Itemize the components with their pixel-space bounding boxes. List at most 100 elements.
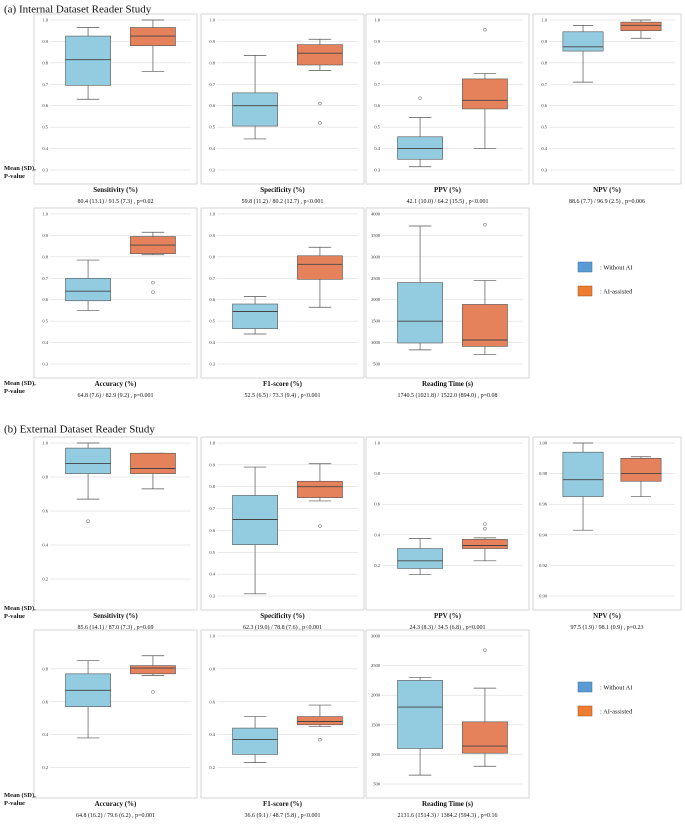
y-tick-label: 0.4 [209, 340, 215, 345]
y-tick-label: 1.0 [209, 18, 215, 23]
y-tick-label: 0.94 [539, 532, 548, 537]
row-label-p-value: P-value [4, 173, 25, 180]
panel-frame [33, 207, 198, 379]
box-without-ai [562, 25, 604, 83]
y-tick-label: 0.8 [42, 254, 48, 259]
iqr-box [232, 727, 278, 755]
legend-swatch-without-ai [577, 261, 593, 273]
y-tick-label: 0.3 [209, 594, 215, 599]
box-ai-assisted [297, 704, 343, 742]
panel-title: Sensitivity (%) [93, 186, 138, 194]
y-tick-label: 1.0 [42, 18, 48, 23]
iqr-box [130, 452, 176, 474]
legend: : Without AI: AI-assisted [577, 681, 633, 717]
panel-frame [365, 436, 530, 611]
y-tick-label: 1500 [371, 319, 381, 324]
y-tick-label: 0.2 [374, 563, 380, 568]
y-tick-label: 0.3 [42, 168, 48, 173]
y-tick-label: 0.3 [541, 168, 547, 173]
panel-ppv: 0.3 0.4 0.5 0.6 0.7 0.8 0.9 1.0 PPV (%) 42.1 (10.… [365, 13, 530, 205]
panel-title: PPV (%) [434, 186, 462, 194]
y-tick-label: 0.8 [374, 60, 380, 65]
box-ai-assisted [462, 27, 508, 149]
outlier-point [483, 526, 487, 531]
outlier-point [318, 101, 322, 106]
box-without-ai [232, 55, 278, 140]
iqr-box [462, 78, 508, 110]
section-title: (a) Internal Dataset Reader Study [4, 4, 152, 16]
y-tick-label: 0.3 [374, 168, 380, 173]
y-tick-label: 0.8 [374, 471, 380, 476]
box-ai-assisted [462, 648, 508, 767]
y-tick-label: 0.4 [42, 543, 48, 548]
panel-sensitivity: 0.3 0.4 0.5 0.6 0.7 0.8 0.9 1.0 Sensitivity (%) 8… [33, 13, 198, 205]
legend-label-ai-assisted: : AI-assisted [600, 289, 633, 296]
iqr-box [397, 282, 443, 344]
y-tick-label: 3000 [371, 634, 381, 639]
legend: : Without AI : AI-assisted [577, 261, 633, 297]
y-tick-label: 0.4 [541, 146, 547, 151]
y-tick-label: 1.0 [209, 634, 215, 639]
box-without-ai [562, 442, 604, 531]
y-tick-label: 500 [373, 782, 381, 787]
y-tick-label: 0.7 [209, 82, 215, 87]
panel-stats: 97.5 (1.9) / 98.1 (0.9) , p=0.23 [570, 624, 643, 631]
y-tick-label: 0.8 [42, 666, 48, 671]
y-tick-label: 0.4 [42, 340, 48, 345]
box-without-ai [65, 27, 111, 100]
panel-specificity: 0.3 0.4 0.5 0.6 0.7 0.8 0.9 1.0 Specificity (%) 5… [200, 13, 365, 205]
y-tick-label: 1.0 [209, 441, 215, 446]
panel-frame [200, 207, 365, 379]
panel-frame [365, 13, 530, 185]
panel-title: F1-score (%) [263, 380, 303, 388]
y-tick-label: 0.9 [209, 462, 215, 467]
panel-stats: 64.8 (16.2) / 79.6 (6.2) , p=0.001 [76, 812, 155, 819]
box-without-ai [65, 259, 111, 311]
iqr-box [65, 35, 111, 86]
panel-stats: 42.1 (10.0) / 64.2 (15.5) , p<0.001 [406, 198, 488, 205]
panel-stats: 80.4 (13.1) / 91.5 (7.3) , p=0.02 [77, 198, 153, 205]
row-label-p-value: P-value [4, 800, 25, 807]
box-without-ai [232, 716, 278, 763]
y-tick-label: 0.5 [42, 319, 48, 324]
legend-swatch-ai-assisted [577, 285, 593, 297]
y-tick-label: 0.5 [209, 125, 215, 130]
y-tick-label: 0.98 [539, 471, 548, 476]
y-tick-label: 0.9 [374, 39, 380, 44]
y-tick-label: 0.6 [42, 509, 48, 514]
legend-label-ai-assisted: : AI-assisted [600, 709, 633, 716]
box-ai-assisted [297, 463, 343, 528]
box-ai-assisted [130, 231, 176, 294]
y-tick-label: 0.2 [209, 765, 215, 770]
outlier-point [318, 524, 322, 528]
y-tick-label: 0.4 [374, 146, 380, 151]
panel-accuracy: 0.3 0.4 0.5 0.6 0.7 0.8 0.9 1.0 Accuracy (%) 64.8… [33, 207, 198, 399]
y-tick-label: 0.8 [42, 475, 48, 480]
box-ai-assisted [130, 655, 176, 694]
y-tick-label: 1000 [371, 752, 381, 757]
panel-stats: 24.3 (8.3) / 34.5 (6.8) , p=0.001 [409, 624, 485, 631]
y-tick-label: 0.4 [209, 572, 215, 577]
panel-title: Reading Time (s) [422, 380, 474, 388]
y-tick-label: 0.7 [209, 506, 215, 511]
panel-specificity: 0.3 0.4 0.5 0.6 0.7 0.8 0.9 1.0 Specificity (%) 6… [200, 436, 365, 631]
y-tick-label: 3500 [371, 233, 381, 238]
iqr-box [620, 21, 662, 32]
y-tick-label: 0.5 [541, 125, 547, 130]
y-tick-label: 1.0 [374, 441, 380, 446]
y-tick-label: 0.6 [209, 699, 215, 704]
y-tick-label: 0.96 [539, 502, 548, 507]
box-ai-assisted [130, 19, 176, 72]
iqr-box [297, 480, 343, 498]
outlier-point [418, 96, 422, 100]
iqr-box [397, 136, 443, 160]
y-tick-label: 0.8 [42, 60, 48, 65]
iqr-box [462, 539, 508, 549]
y-tick-label: 1.0 [42, 212, 48, 217]
row-label-mean-sd: Mean (SD), [4, 165, 36, 172]
panel-stats: 64.8 (7.6) / 82.9 (9.2) , p=0.001 [77, 392, 153, 399]
iqr-box [462, 304, 508, 347]
legend-label-without-ai: : Without AI [600, 265, 632, 272]
y-tick-label: 0.3 [209, 168, 215, 173]
